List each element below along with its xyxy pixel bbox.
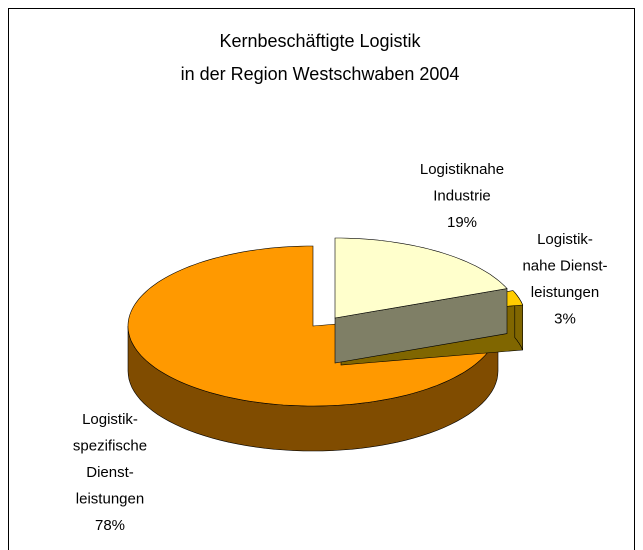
slice-label: Logistik- xyxy=(537,231,593,248)
chart-title: Kernbeschäftigte Logistik xyxy=(219,31,421,51)
slice-label: leistungen xyxy=(531,284,599,301)
slice xyxy=(334,237,508,319)
slice xyxy=(127,245,499,407)
slice-label: Logistik- xyxy=(82,411,138,428)
slice-label: Industrie xyxy=(433,187,491,204)
slice-label: nahe Dienst- xyxy=(522,257,607,274)
slice-value-label: 3% xyxy=(554,310,576,327)
slice-value-label: 19% xyxy=(447,214,477,231)
slice-label: leistungen xyxy=(76,490,144,507)
slice-value-label: 78% xyxy=(95,517,125,534)
chart-frame xyxy=(8,8,635,550)
chart-title: in der Region Westschwaben 2004 xyxy=(181,64,460,84)
slice-label: spezifische xyxy=(73,437,147,454)
slice-label: Logistiknahe xyxy=(420,161,504,178)
slice-label: Dienst- xyxy=(86,464,134,481)
